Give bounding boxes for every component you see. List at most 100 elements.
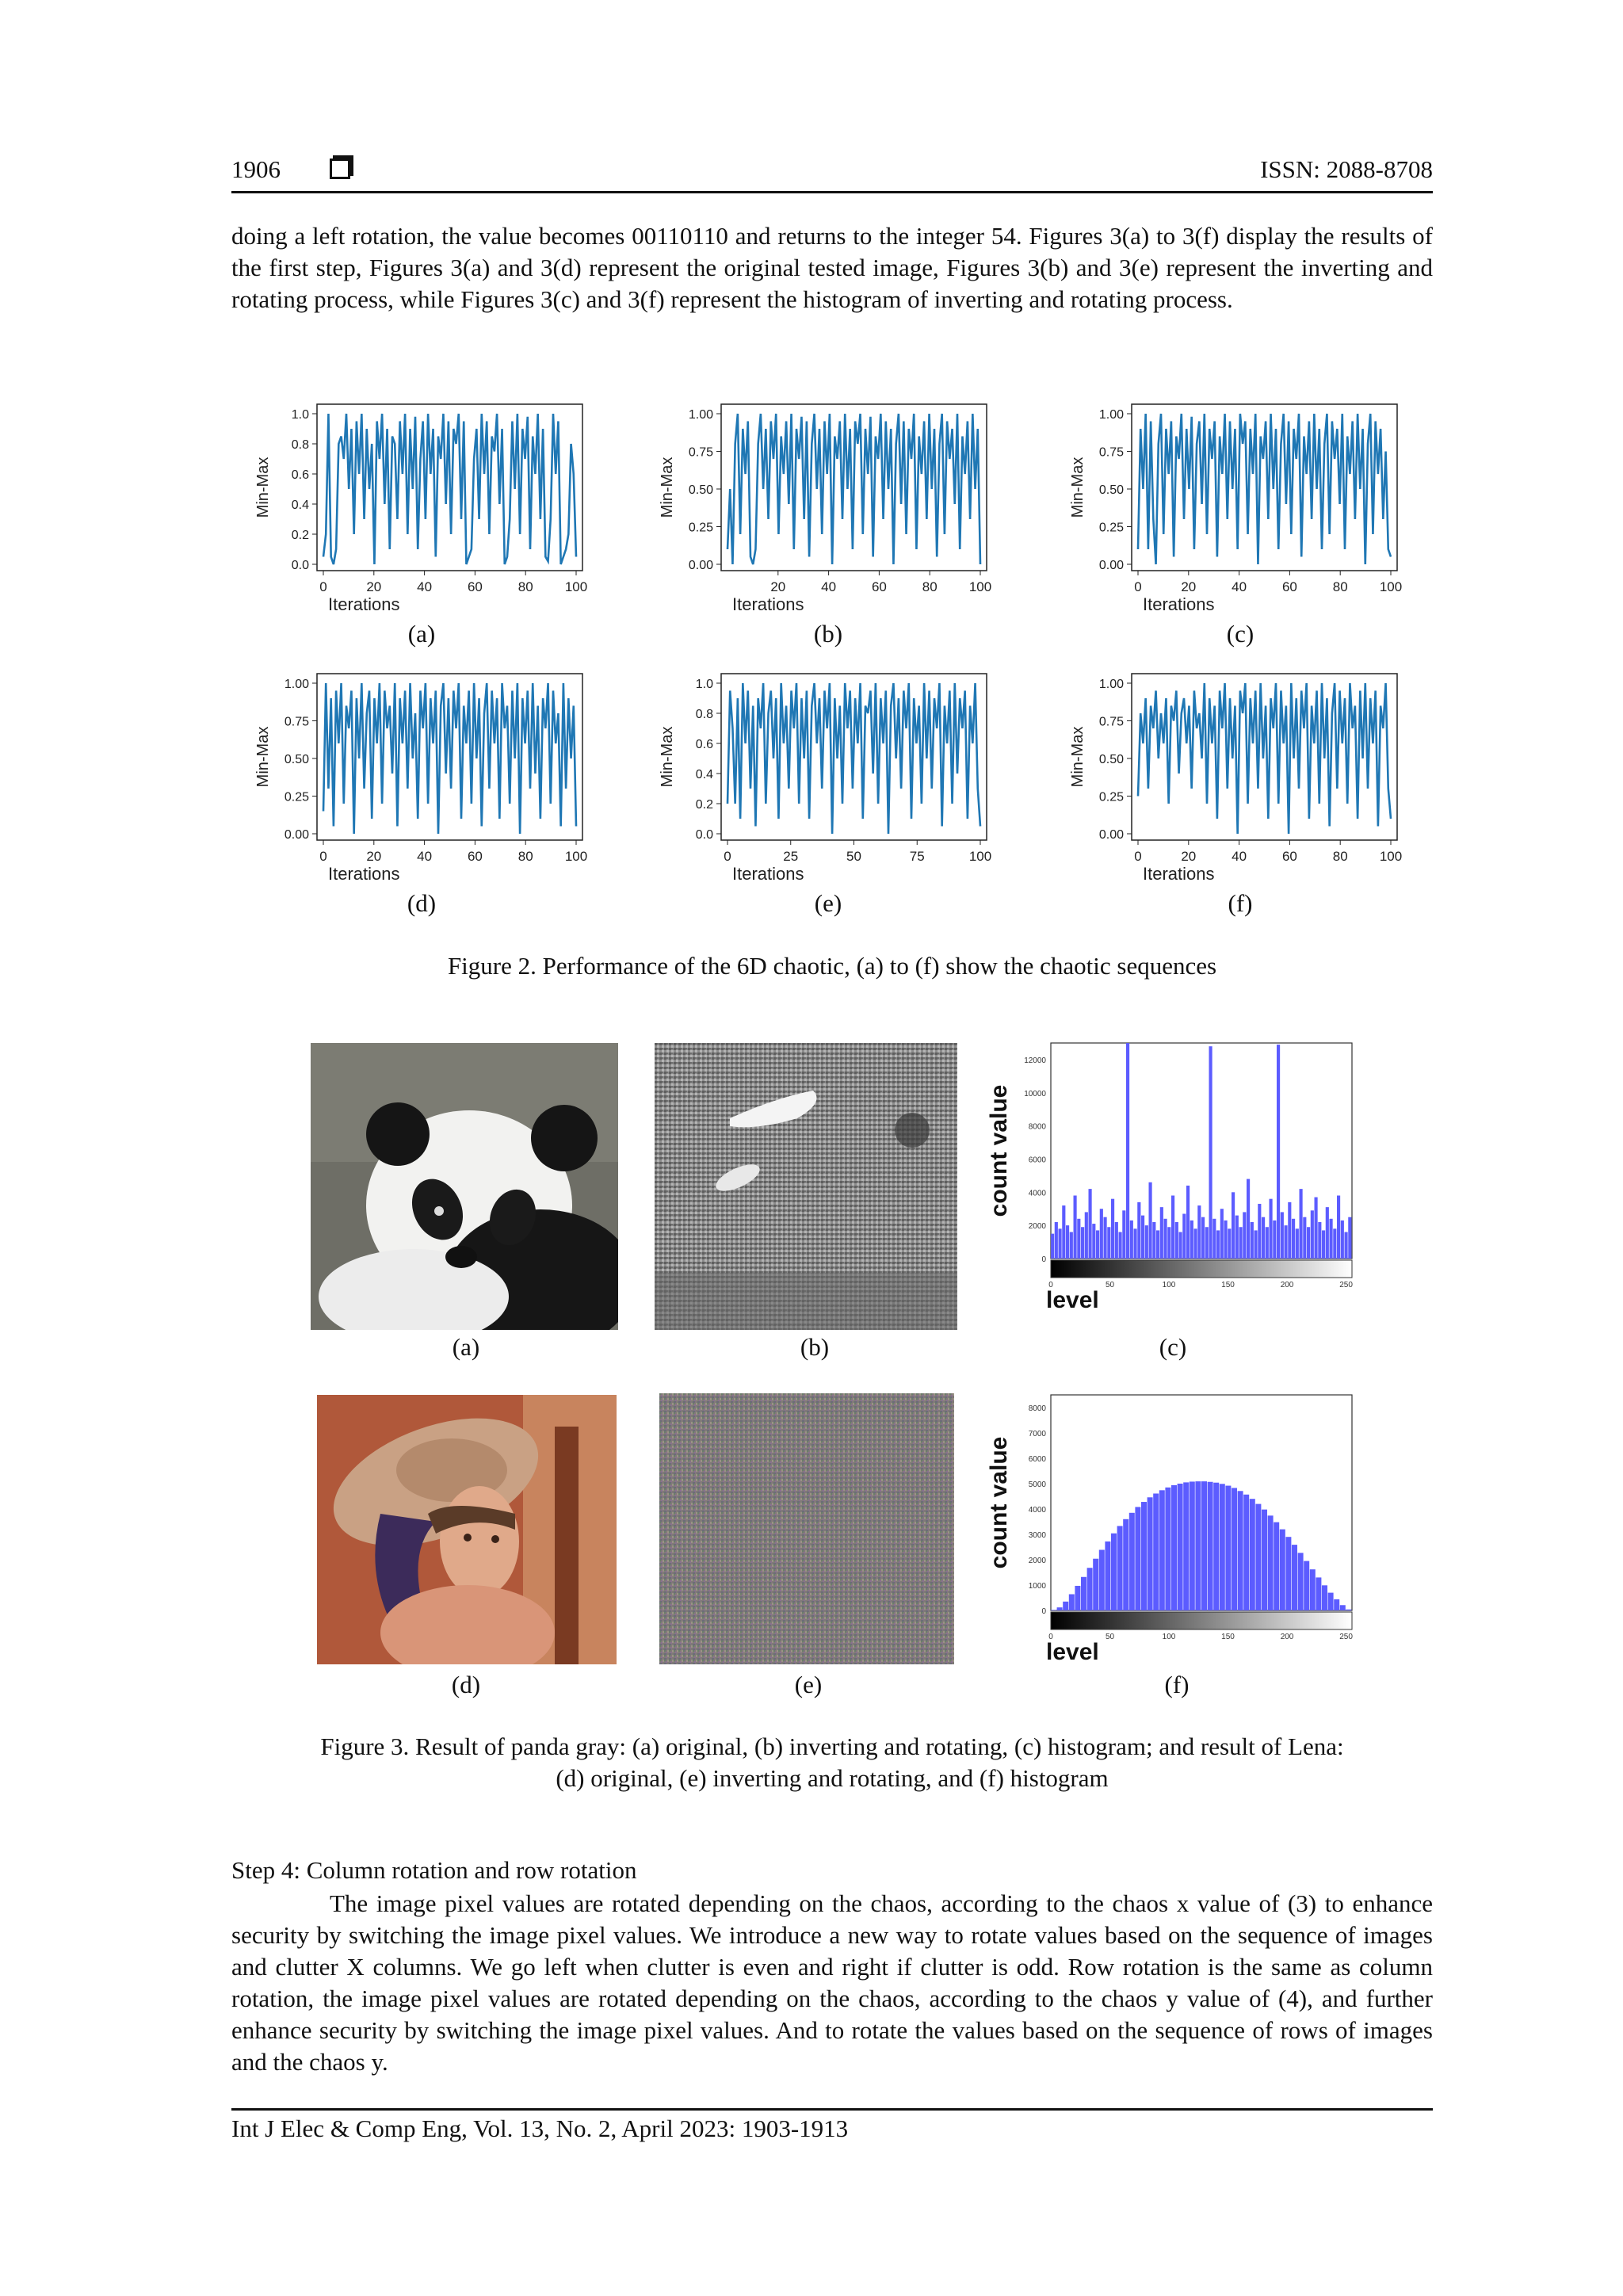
histogram-bar [1299,1189,1303,1259]
x-tick-label: 40 [1232,579,1247,594]
histogram-bar [1337,1195,1341,1259]
x-axis-label: Iterations [328,864,400,884]
histogram-bar [1159,1207,1163,1259]
histogram-bar [1133,1228,1137,1259]
histogram-bar [1250,1221,1254,1259]
y-tick-label: 0.2 [696,798,713,812]
y-tick-label: 6000 [1029,1156,1047,1164]
histogram-bar [1340,1220,1344,1259]
histogram-bar [1219,1484,1225,1610]
series-line [322,413,578,565]
header-rule [231,191,1433,193]
y-axis-label: Min-Max [1069,457,1086,518]
lena-original-image [317,1395,617,1664]
fig2-sublabel-c: (c) [1226,620,1254,648]
histogram-bar [1267,1515,1274,1610]
histogram-bar [1262,1217,1266,1259]
histogram-bar [1273,1220,1277,1259]
histogram-bar [1220,1209,1224,1259]
series-line [1136,682,1392,835]
x-tick-label: 200 [1281,1633,1294,1641]
histogram-bar [1105,1541,1111,1610]
x-tick-label: 80 [518,849,533,864]
chart-panel-d: 0.00 0.25 0.50 0.75 1.00 0 20 40 60 80 100 Min-Max I… [254,673,587,884]
histogram-bar [1165,1487,1171,1610]
histogram-bar [1318,1221,1322,1259]
histogram-bar [1314,1197,1318,1259]
y-tick-label: 10000 [1024,1090,1046,1098]
panda-histogram: 0 2000 4000 6000 8000 10000 12000 0 50 100 150 200 2… [986,1042,1353,1313]
histogram-bar [1195,1481,1201,1610]
histogram-bar [1274,1522,1280,1610]
y-tick-label: 0.00 [1099,559,1124,572]
histogram-bar [1285,1537,1292,1610]
histogram-bar [1117,1526,1123,1610]
checkbox-square-icon [330,159,350,179]
histogram-bar [1197,1205,1201,1259]
histogram-bar [1288,1201,1292,1259]
y-tick-label: 0.8 [696,708,713,721]
histogram-bar [1156,1230,1160,1259]
histogram-bar [1310,1210,1314,1259]
series-line [726,413,982,565]
y-tick-label: 0.25 [689,521,713,535]
histogram-bar [1075,1585,1081,1610]
y-tick-label: 8000 [1029,1123,1047,1132]
histogram-bar [1144,1225,1148,1259]
x-tick-label: 40 [821,579,836,594]
histogram-bar [1348,1217,1352,1259]
histogram-bar [1081,1227,1085,1259]
y-tick-label: 0.4 [696,768,713,781]
x-axis-label: level [1046,1639,1099,1665]
panda-inverted-rotated-image [655,1043,957,1330]
histogram-bar [1237,1491,1243,1610]
histogram-bar [1099,1209,1103,1259]
y-tick-label: 1.00 [689,408,713,422]
histogram-bar [1232,1192,1235,1259]
y-tick-label: 8000 [1029,1404,1047,1413]
x-tick-label: 100 [1163,1281,1176,1289]
y-tick-label: 0.50 [285,753,309,766]
histogram-bar [1280,1212,1284,1259]
y-tick-label: 12000 [1024,1056,1046,1065]
y-tick-label: 0.00 [1099,828,1124,842]
histogram-bar [1232,1488,1237,1610]
histogram-bar [1333,1228,1337,1259]
issn: ISSN: 2088-8708 [1260,155,1433,183]
x-tick-label: 50 [1106,1281,1115,1289]
histogram-bar [1092,1224,1096,1259]
histogram-bar [1213,1482,1220,1610]
y-tick-label: 1000 [1029,1582,1047,1591]
histogram-bar [1177,1484,1183,1610]
y-tick-label: 4000 [1029,1189,1047,1198]
figure-2-caption: Figure 2. Performance of the 6D chaotic,… [447,952,1217,980]
x-tick-label: 80 [1333,849,1348,864]
histogram-bar [1297,1553,1304,1610]
histogram-bar [1316,1577,1322,1610]
histogram-bar [1224,1220,1228,1259]
x-tick-label: 100 [969,849,991,864]
x-tick-label: 80 [922,579,938,594]
histogram-bar [1152,1221,1156,1259]
histogram-bar [1292,1218,1296,1259]
x-axis-label: Iterations [732,864,804,884]
gray-level-ramp [1050,1611,1353,1630]
x-tick-label: 200 [1281,1281,1294,1289]
series-line [726,682,982,835]
lena-inverted-rotated-image [659,1393,954,1664]
y-tick-label: 0.00 [285,828,309,842]
y-tick-label: 0.50 [1099,483,1124,497]
x-tick-label: 0 [724,849,731,864]
x-tick-label: 100 [1163,1633,1176,1641]
histogram-bar [1249,1499,1255,1610]
histogram-bar [1189,1481,1195,1610]
figure-3-caption-line-2: (d) original, (e) inverting and rotating… [556,1764,1109,1792]
x-tick-label: 75 [910,849,925,864]
chart-panel-a: 0.0 0.2 0.4 0.6 0.8 1.0 0 20 40 60 80 100 Min-Max Ite… [254,403,587,614]
x-tick-label: 100 [1380,849,1402,864]
chart-panel-e: 0.0 0.2 0.4 0.6 0.8 1.0 0 25 50 75 100 Min-Max Itera… [659,673,991,884]
histogram-bar [1114,1221,1118,1259]
x-axis-label: Iterations [1143,594,1215,614]
y-tick-label: 0.2 [292,529,309,542]
chart-panel-b: 0.00 0.25 0.50 0.75 1.00 20 40 60 80 100 Min-Max It… [659,403,991,614]
